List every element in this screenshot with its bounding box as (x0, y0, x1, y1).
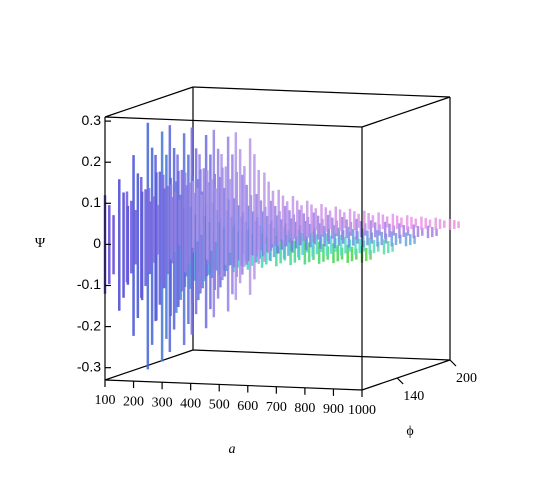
x-tick-label: 400 (180, 397, 201, 412)
y-tick (449, 359, 457, 367)
y-tick (396, 377, 404, 385)
y-tick-label: 140 (403, 389, 424, 404)
box-edge (104, 116, 363, 128)
x-tick-label: 500 (209, 398, 230, 413)
box-edge (104, 86, 194, 118)
x-tick-label: 200 (123, 394, 144, 409)
x-tick-label: 100 (95, 393, 116, 408)
z-tick-label: 0.2 (82, 153, 102, 169)
box-edge (192, 349, 451, 361)
z-tick-label: -0.1 (77, 276, 101, 292)
z-tick-label: -0.3 (77, 358, 101, 374)
z-tick-label: 0.1 (82, 194, 102, 210)
z-tick-label: -0.2 (77, 317, 101, 333)
x-tick-label: 300 (152, 395, 173, 410)
box-edge (361, 359, 451, 391)
y-axis-label: ϕ (406, 424, 413, 439)
x-axis-label: a (229, 442, 236, 457)
x-tick-label: 900 (323, 402, 344, 417)
z-axis-label: Ψ (35, 236, 46, 251)
x-tick-label: 1000 (348, 403, 376, 418)
y-tick-label: 200 (456, 371, 477, 386)
x-tick-label: 800 (294, 401, 315, 416)
box-edge (104, 379, 363, 391)
box-edge (192, 86, 451, 98)
box-edge (361, 96, 451, 128)
z-tick-label: 0.3 (82, 112, 102, 128)
z-tick-label: 0 (93, 235, 101, 251)
x-tick-label: 700 (266, 400, 287, 415)
x-tick-label: 600 (237, 399, 258, 414)
